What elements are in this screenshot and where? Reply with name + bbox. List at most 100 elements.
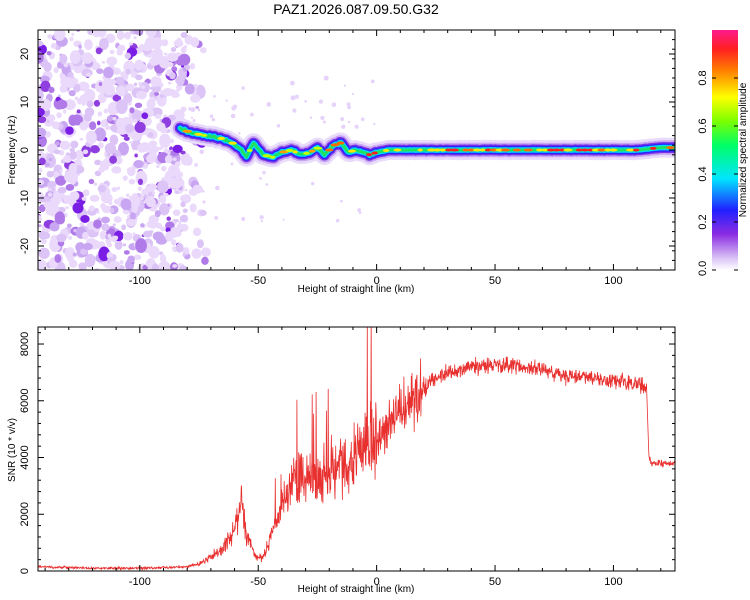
noise-blob — [38, 214, 42, 223]
noise-blob — [119, 260, 124, 265]
noise-blob — [38, 224, 42, 228]
noise-blob — [154, 113, 162, 119]
noise-blob — [73, 228, 77, 233]
noise-blob — [68, 174, 79, 183]
noise-blob — [82, 189, 90, 197]
trace-peak — [609, 148, 618, 152]
noise-blob — [180, 150, 186, 155]
noise-speck — [323, 75, 329, 81]
noise-blob — [78, 44, 82, 49]
figure-title: PAZ1.2026.087.09.50.G32 — [273, 1, 439, 17]
noise-blob — [40, 80, 51, 92]
noise-blob — [135, 74, 143, 81]
noise-blob — [127, 166, 136, 177]
snr-y-tick-label: 2000 — [19, 502, 31, 526]
noise-blob — [158, 57, 165, 64]
noise-blob — [59, 53, 68, 64]
noise-blob — [123, 136, 130, 141]
noise-blob — [53, 149, 61, 155]
noise-blob — [96, 120, 101, 126]
noise-blob — [55, 141, 60, 146]
noise-blob — [66, 223, 72, 228]
noise-blob — [54, 211, 65, 225]
noise-blob — [153, 37, 163, 49]
noise-blob — [98, 142, 104, 149]
noise-speck — [310, 181, 315, 186]
noise-speck — [262, 170, 266, 175]
noise-blob — [164, 154, 173, 164]
noise-blob — [108, 260, 121, 270]
snr-series — [38, 327, 675, 571]
noise-blob — [84, 107, 95, 117]
trace-peak — [536, 148, 543, 152]
noise-blob — [174, 190, 179, 194]
noise-blob — [74, 149, 84, 161]
noise-blob — [110, 78, 116, 86]
noise-blob — [38, 195, 48, 203]
trace-peak — [201, 133, 208, 137]
noise-blob — [95, 80, 106, 93]
noise-blob — [137, 178, 144, 186]
noise-blob — [49, 221, 60, 232]
noise-blob — [38, 40, 44, 47]
noise-blob — [114, 239, 123, 250]
noise-blob — [192, 184, 203, 194]
noise-blob — [103, 66, 114, 79]
noise-blob — [109, 134, 119, 146]
noise-blob — [126, 193, 130, 198]
trace-peak — [382, 148, 390, 152]
noise-speck — [259, 176, 262, 180]
noise-blob — [46, 170, 54, 178]
trace-peak — [449, 148, 460, 152]
noise-blob — [122, 243, 127, 247]
noise-speck — [340, 117, 345, 122]
noise-blob — [96, 68, 104, 74]
noise-blob — [106, 56, 118, 66]
noise-speck — [265, 183, 269, 186]
noise-blob — [115, 99, 128, 115]
noise-speck — [241, 217, 246, 221]
noise-speck — [231, 105, 237, 111]
noise-blob — [45, 207, 53, 216]
noise-blob — [133, 82, 138, 87]
noise-blob — [191, 248, 202, 259]
noise-blob — [111, 186, 118, 192]
noise-blob — [79, 222, 85, 227]
noise-blob — [93, 182, 98, 186]
noise-blob — [43, 61, 52, 72]
noise-blob — [178, 220, 182, 225]
noise-blob — [121, 224, 127, 231]
noise-blob — [88, 178, 95, 185]
noise-blob — [92, 255, 96, 260]
noise-blob — [148, 191, 153, 197]
noise-blob — [73, 83, 81, 93]
noise-blob — [38, 247, 50, 259]
noise-blob — [78, 262, 88, 270]
colorbar-tick-label: 0.0 — [697, 261, 709, 276]
noise-speck — [347, 120, 351, 124]
noise-blob — [65, 126, 74, 135]
noise-blob — [38, 116, 47, 124]
noise-blob — [122, 175, 128, 181]
noise-blob — [112, 223, 116, 226]
colorbar-tick-label: 0.4 — [697, 166, 709, 181]
noise-blob — [71, 32, 75, 37]
trace-peak — [313, 146, 323, 150]
snr-y-label: SNR (10 * v/v) — [7, 418, 18, 482]
noise-blob — [145, 30, 158, 37]
noise-blob — [182, 208, 188, 214]
noise-speck — [259, 215, 264, 220]
snr-x-label: Height of straight line (km) — [298, 584, 415, 595]
noise-blob — [97, 184, 107, 193]
noise-blob — [111, 166, 122, 174]
noise-blob — [175, 56, 188, 66]
noise-blob — [95, 47, 102, 55]
noise-blob — [141, 191, 145, 195]
noise-blob — [196, 239, 204, 249]
noise-blob — [180, 64, 185, 68]
noise-blob — [123, 250, 130, 255]
noise-blob — [43, 113, 54, 127]
noise-blob — [46, 120, 50, 123]
noise-blob — [85, 130, 97, 145]
noise-blob — [82, 149, 89, 155]
